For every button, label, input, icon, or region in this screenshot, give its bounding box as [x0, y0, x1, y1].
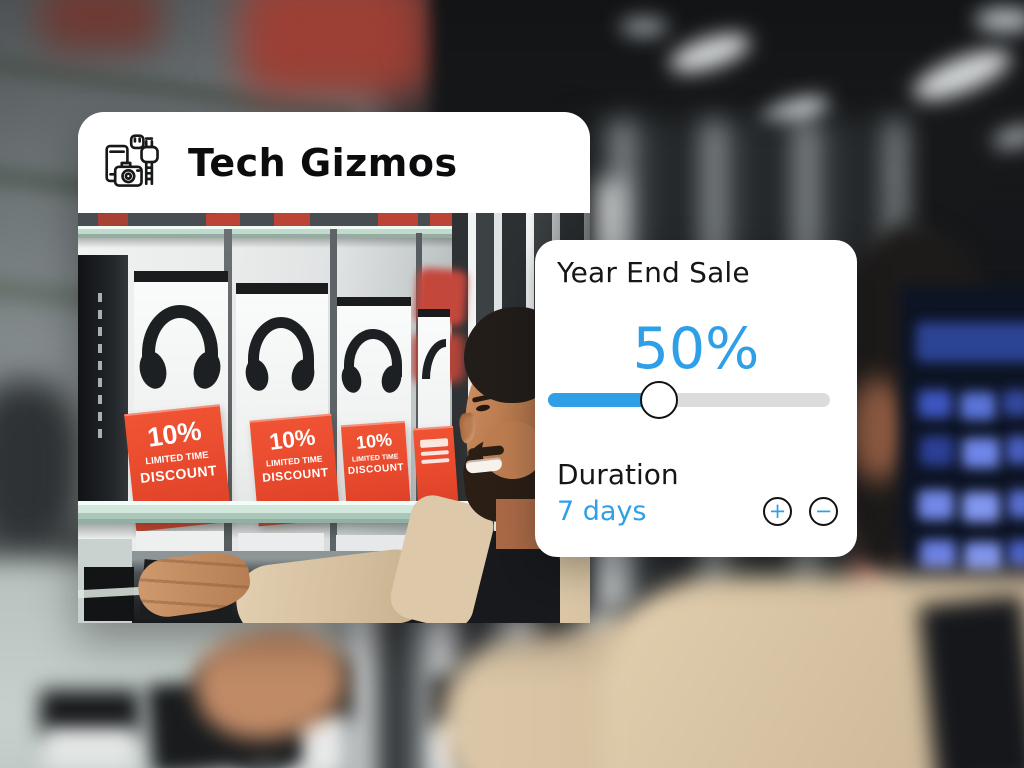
- sale-card: Year End Sale 50% Duration 7 days + −: [535, 240, 857, 557]
- background-red-tag-blur: [240, 0, 430, 96]
- display-screen: [964, 542, 1002, 570]
- discount-slider-handle[interactable]: [640, 381, 678, 419]
- background-red-tag-blur: [40, 0, 160, 50]
- display-screen: [1008, 490, 1024, 518]
- display-screen: [960, 392, 996, 420]
- small-red-tag: [205, 213, 241, 227]
- decrement-duration-button[interactable]: −: [809, 497, 838, 526]
- display-screen: [1006, 436, 1024, 464]
- display-screen: [920, 540, 956, 568]
- product-box-blurred: [40, 690, 140, 736]
- duration-value: 7 days: [557, 496, 647, 527]
- panel-seam: [330, 229, 337, 559]
- upper-shelf-shadow: [78, 213, 463, 229]
- brand-name: Tech Gizmos: [188, 140, 458, 185]
- headphones-artwork: [248, 317, 314, 373]
- display-screen: [920, 436, 954, 466]
- display-screen: [918, 390, 952, 418]
- discount-slider-fill: [548, 393, 660, 407]
- minus-icon: −: [814, 498, 833, 523]
- glass-shelf-top: [78, 226, 466, 238]
- ceiling-light: [975, 8, 1024, 32]
- discount-line2: DISCOUNT: [347, 462, 405, 477]
- shopper-shirt-blurred: [918, 595, 1024, 768]
- plus-icon: +: [768, 498, 787, 523]
- glass-shelf: [78, 501, 468, 523]
- increment-duration-button[interactable]: +: [763, 497, 792, 526]
- glass-shelf-shadow: [78, 238, 466, 248]
- sale-title: Year End Sale: [557, 256, 750, 289]
- display-screen: [916, 322, 1024, 362]
- discount-value: 50%: [632, 316, 760, 382]
- background-shadow: [0, 380, 80, 550]
- display-screen: [1002, 390, 1024, 416]
- store-photo: 10% LIMITED TIME DISCOUNT 10% LIMITED TI…: [78, 213, 590, 623]
- discount-percent: 10%: [267, 423, 317, 455]
- display-screen: [962, 492, 1000, 522]
- shopper-neck: [496, 499, 542, 549]
- brand-header: Tech Gizmos: [78, 112, 590, 213]
- ceiling-light: [620, 18, 668, 36]
- small-red-tag: [97, 213, 129, 227]
- discount-percent: 10%: [355, 429, 393, 453]
- gadgets-icon: [105, 133, 159, 187]
- headphones-artwork: [344, 329, 402, 377]
- black-product-box: [78, 255, 128, 513]
- display-screen: [918, 490, 954, 520]
- headphones-artwork-partial: [422, 339, 446, 379]
- brand-photo-card: Tech Gizmos: [78, 112, 590, 623]
- product-box-blurred: [44, 730, 136, 768]
- small-red-tag: [274, 213, 310, 226]
- display-screen: [962, 438, 1000, 468]
- small-red-tag: [378, 213, 418, 226]
- panel-seam: [224, 229, 232, 559]
- display-screen: [1008, 540, 1024, 566]
- duration-label: Duration: [557, 458, 679, 491]
